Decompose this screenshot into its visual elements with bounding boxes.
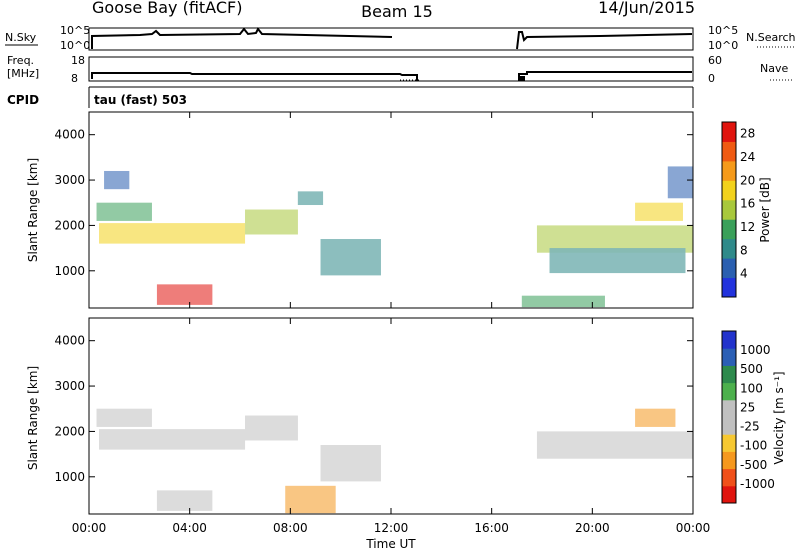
power-colorbar-tick: 12: [740, 220, 755, 234]
power-colorbar-tick: 28: [740, 127, 755, 141]
velocity-colorbar-tick: 500: [740, 362, 763, 376]
noise-search-trace: [516, 31, 693, 50]
nave-tick-low: 0: [708, 72, 715, 85]
power-colorbar-tick: 16: [740, 197, 755, 211]
power-colorbar-tick: 20: [740, 173, 755, 187]
velocity-ylabel: Slant Range [km]: [26, 366, 40, 470]
power-colorbar-segment: [722, 160, 736, 181]
noise-tick-low: 10^0: [60, 39, 90, 52]
station-title: Goose Bay (fitACF): [92, 0, 242, 17]
velocity-ytick-label: 2000: [54, 424, 85, 438]
nave-label: Nave: [760, 62, 788, 75]
noise-right-tick-low: 10^0: [708, 39, 738, 52]
xaxis-label: Time UT: [365, 537, 416, 551]
noise-sky-label: N.Sky: [5, 31, 37, 44]
xtick-label: 00:00: [676, 521, 711, 535]
noise-sky-trace: [91, 27, 393, 49]
xtick-label: 00:00: [72, 521, 107, 535]
xtick-label: 04:00: [172, 521, 207, 535]
power-colorbar-segment: [722, 219, 736, 240]
velocity-colorbar-segment: [722, 434, 736, 452]
velocity-colorbar-tick: 1000: [740, 343, 771, 357]
velocity-colorbar-segment: [722, 365, 736, 384]
power-colorbar-segment: [722, 180, 736, 201]
power-colorbar-tick: 4: [740, 267, 748, 281]
velocity-colorbar-segment: [722, 485, 736, 504]
velocity-colorbar-tick: -500: [740, 458, 767, 472]
freq-trace-1: [91, 72, 418, 81]
power-colorbar-segment: [722, 141, 736, 162]
velocity-colorbar-segment: [722, 451, 736, 470]
freq-tick-high: 18: [71, 54, 85, 67]
power-colorbar-segment: [722, 258, 736, 279]
power-colorbar-tick: 24: [740, 150, 755, 164]
power-colorbar-tick: 8: [740, 243, 748, 257]
power-cbar-label: Power [dB]: [758, 177, 772, 242]
velocity-colorbar-segment: [722, 331, 736, 349]
beam-title: Beam 15: [361, 2, 433, 21]
velocity-cbar-label: Velocity [m s⁻¹]: [772, 371, 786, 464]
velocity-colorbar-segment: [722, 468, 736, 487]
date-title: 14/Jun/2015: [598, 0, 695, 17]
noise-right-tick-high: 10^5: [708, 24, 738, 37]
velocity-colorbar-segment: [722, 417, 736, 435]
xtick-label: 08:00: [273, 521, 308, 535]
freq-trace-2: [518, 71, 692, 81]
velocity-colorbar-segment: [722, 382, 736, 401]
xtick-label: 12:00: [374, 521, 409, 535]
power-ytick-label: 1000: [54, 264, 85, 278]
power-ytick-label: 2000: [54, 218, 85, 232]
cpid-entry-label: tau (fast) 503: [94, 93, 187, 107]
velocity-colorbar-segment: [722, 399, 736, 418]
cpid-label: CPID: [7, 93, 39, 107]
velocity-colorbar-segment: [722, 348, 736, 366]
velocity-panel: 1000 2000 3000 4000 Slant Range [km] 1000 50…: [26, 317, 786, 551]
freq-tick-low: 8: [71, 72, 78, 85]
noise-search-label: N.Search: [746, 31, 796, 44]
xtick-label: 16:00: [474, 521, 509, 535]
freq-unit-label: [MHz]: [7, 67, 39, 80]
velocity-colorbar-tick: -100: [740, 439, 767, 453]
power-panel: 1000 2000 3000 4000 Slant Range [km] 4 8 12 16…: [26, 111, 772, 309]
velocity-colorbar-tick: 100: [740, 381, 763, 395]
nave-tick-high: 60: [708, 54, 722, 67]
velocity-colorbar-tick: -25: [740, 420, 760, 434]
power-colorbar-segment: [722, 238, 736, 259]
noise-panel: N.Sky 10^5 10^0 10^5 10^0 N.Search: [5, 24, 796, 52]
velocity-ytick-label: 1000: [54, 470, 85, 484]
cpid-panel: CPID tau (fast) 503: [7, 86, 694, 108]
velocity-colorbar-tick: -1000: [740, 477, 775, 491]
velocity-ytick-label: 3000: [54, 379, 85, 393]
velocity-ytick-label: 4000: [54, 334, 85, 348]
power-colorbar-segment: [722, 199, 736, 220]
power-ytick-label: 4000: [54, 128, 85, 142]
noise-tick-high: 10^5: [60, 24, 90, 37]
xtick-label: 20:00: [575, 521, 610, 535]
freq-label: Freq.: [7, 54, 34, 67]
power-colorbar-segment: [722, 277, 736, 298]
power-ytick-label: 3000: [54, 173, 85, 187]
frequency-panel: Freq. [MHz] 18 8 60 0 Nave: [7, 54, 792, 85]
power-ylabel: Slant Range [km]: [26, 158, 40, 262]
power-colorbar-segment: [722, 122, 736, 142]
velocity-colorbar-tick: 25: [740, 400, 755, 414]
